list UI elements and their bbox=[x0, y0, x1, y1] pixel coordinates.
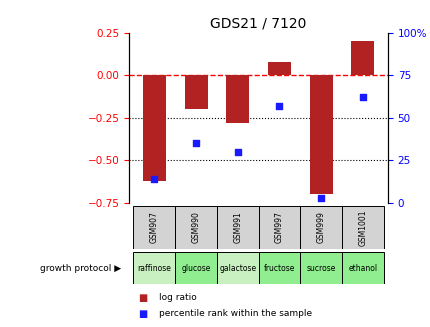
Bar bbox=[175, 206, 216, 249]
Title: GDS21 / 7120: GDS21 / 7120 bbox=[210, 16, 306, 30]
Text: GSM1001: GSM1001 bbox=[357, 209, 366, 246]
Point bbox=[275, 103, 282, 109]
Text: sucrose: sucrose bbox=[306, 264, 335, 273]
Bar bbox=[350, 41, 374, 75]
Point bbox=[150, 176, 157, 181]
Text: GSM997: GSM997 bbox=[274, 211, 283, 243]
Point bbox=[317, 195, 324, 200]
Text: glucose: glucose bbox=[181, 264, 210, 273]
Bar bbox=[309, 75, 332, 194]
Point bbox=[359, 95, 366, 100]
Bar bbox=[258, 252, 300, 284]
Text: GSM907: GSM907 bbox=[150, 211, 159, 243]
Text: GSM991: GSM991 bbox=[233, 211, 242, 243]
Text: galactose: galactose bbox=[219, 264, 256, 273]
Bar bbox=[216, 252, 258, 284]
Text: log ratio: log ratio bbox=[159, 293, 197, 302]
Text: GSM999: GSM999 bbox=[316, 211, 325, 243]
Point bbox=[234, 149, 241, 154]
Text: raffinose: raffinose bbox=[137, 264, 171, 273]
Bar bbox=[133, 252, 175, 284]
Text: GSM990: GSM990 bbox=[191, 211, 200, 243]
Point bbox=[192, 141, 199, 146]
Text: percentile rank within the sample: percentile rank within the sample bbox=[159, 309, 312, 318]
Text: fructose: fructose bbox=[263, 264, 295, 273]
Bar bbox=[226, 75, 249, 123]
Text: growth protocol ▶: growth protocol ▶ bbox=[40, 264, 120, 273]
Bar bbox=[300, 206, 341, 249]
Text: ■: ■ bbox=[138, 293, 147, 302]
Bar bbox=[267, 61, 290, 75]
Text: ethanol: ethanol bbox=[347, 264, 377, 273]
Bar bbox=[184, 75, 207, 109]
Bar bbox=[142, 75, 166, 181]
Bar bbox=[300, 252, 341, 284]
Text: ■: ■ bbox=[138, 309, 147, 319]
Bar bbox=[341, 206, 383, 249]
Bar bbox=[133, 206, 175, 249]
Bar bbox=[258, 206, 300, 249]
Bar bbox=[216, 206, 258, 249]
Bar bbox=[341, 252, 383, 284]
Bar bbox=[175, 252, 216, 284]
